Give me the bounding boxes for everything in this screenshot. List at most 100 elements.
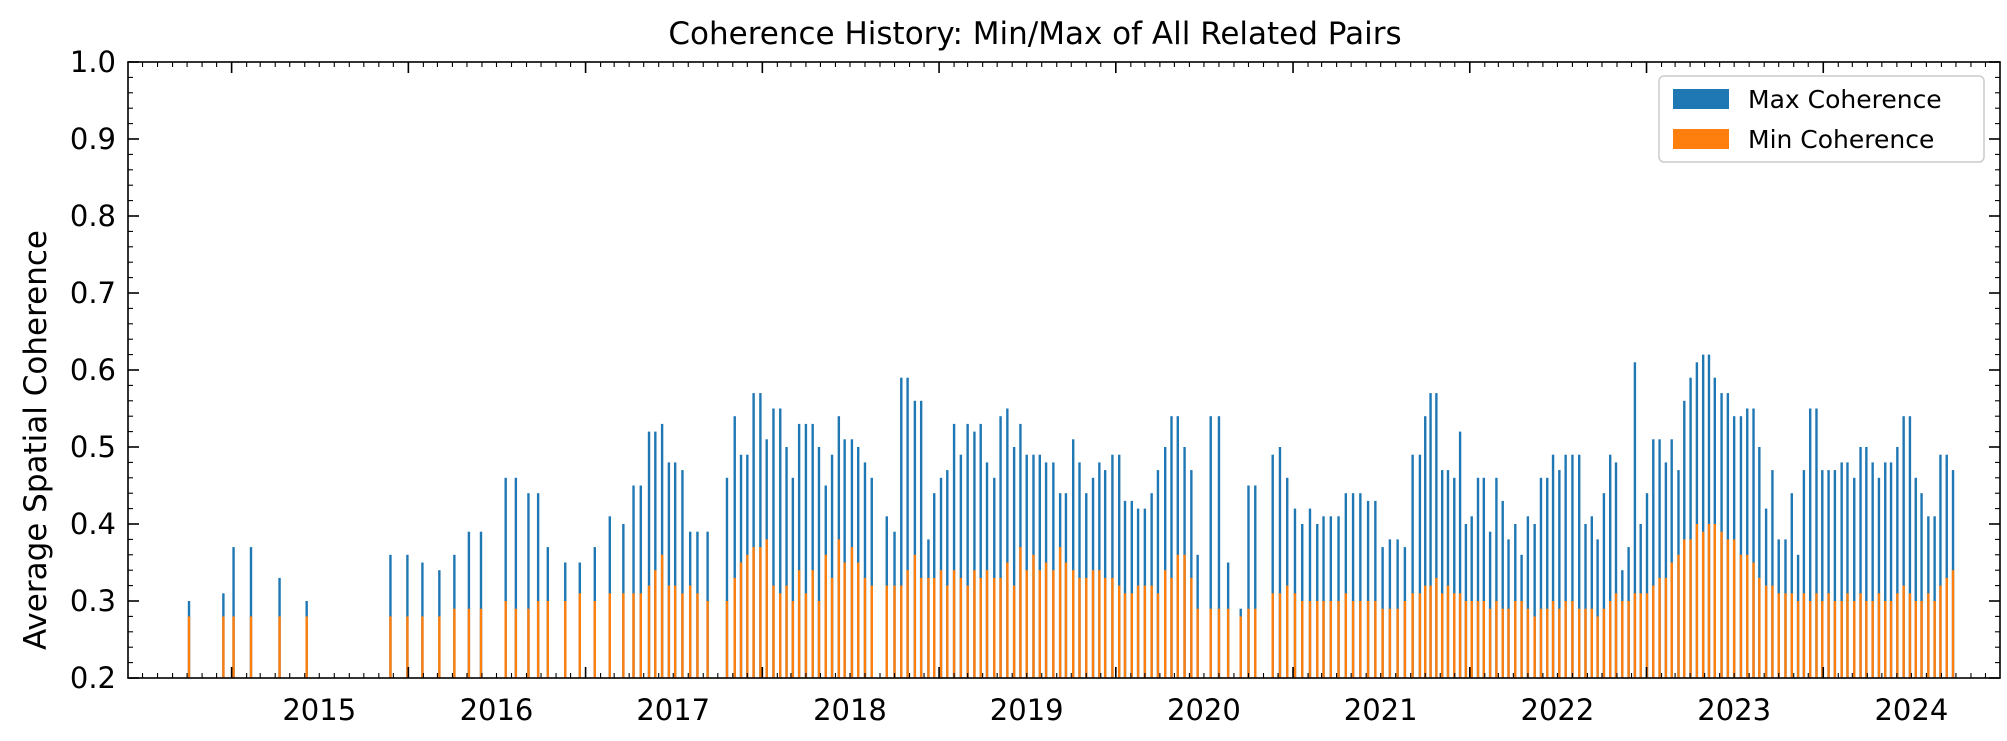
min-coherence-bar bbox=[1951, 570, 1955, 678]
min-coherence-bar bbox=[733, 577, 736, 678]
min-coherence-bar bbox=[1136, 585, 1140, 678]
min-coherence-bar bbox=[817, 601, 821, 678]
max-coherence-bar bbox=[1526, 516, 1530, 678]
max-coherence-bar bbox=[1286, 477, 1289, 678]
max-coherence-bar bbox=[906, 377, 909, 678]
min-coherence-bar bbox=[1170, 577, 1173, 678]
min-coherence-bar bbox=[1150, 585, 1153, 678]
max-coherence-bar bbox=[1865, 447, 1868, 678]
min-coherence-bar bbox=[1590, 608, 1593, 678]
min-coherence-bar bbox=[1064, 562, 1068, 678]
max-coherence-bar bbox=[1945, 454, 1948, 678]
max-coherence-bar bbox=[959, 454, 963, 678]
max-coherence-bar bbox=[673, 462, 677, 678]
min-coherence-bar bbox=[1374, 601, 1377, 678]
max-coherence-bar bbox=[1746, 408, 1749, 678]
min-coherence-bar bbox=[632, 593, 635, 678]
max-coherence-bar bbox=[1247, 485, 1250, 678]
min-coherence-bar bbox=[906, 570, 909, 678]
max-coherence-bar bbox=[1495, 477, 1498, 678]
max-coherence-bar bbox=[1752, 408, 1755, 678]
min-coherence-bar bbox=[1072, 570, 1075, 678]
min-coherence-bar bbox=[1865, 601, 1868, 678]
max-coherence-bar bbox=[514, 477, 518, 678]
min-coherence-bar bbox=[1658, 577, 1661, 678]
max-coherence-bar bbox=[1130, 500, 1133, 678]
max-coherence-bar bbox=[1351, 493, 1355, 678]
min-coherence-bar bbox=[811, 570, 814, 678]
y-tick-label: 0.2 bbox=[70, 661, 116, 695]
min-coherence-bar bbox=[1038, 570, 1041, 678]
max-coherence-bar bbox=[1739, 416, 1743, 678]
max-coherence-bar bbox=[1695, 362, 1699, 678]
min-coherence-bar bbox=[1012, 585, 1016, 678]
axis-tick-labels: 0.2 0.3 0.4 0.5 0.6 0.7 0.8 0.9 1.0 2015 2016 2017 2… bbox=[70, 45, 1948, 727]
max-coherence-bar bbox=[830, 454, 834, 678]
min-coherence-bar bbox=[739, 562, 743, 678]
min-coherence-bar bbox=[725, 601, 729, 678]
max-coherence-bar bbox=[467, 531, 471, 678]
min-coherence-bar bbox=[1533, 616, 1536, 678]
min-coherence-bar bbox=[1645, 593, 1649, 678]
max-coherence-bar bbox=[1411, 454, 1414, 678]
max-coherence-bar bbox=[1933, 516, 1936, 678]
min-coherence-bar bbox=[278, 616, 281, 678]
min-coherence-bar bbox=[1440, 593, 1444, 678]
max-coherence-bar bbox=[811, 423, 814, 678]
min-coherence-bar bbox=[1429, 585, 1432, 678]
min-coherence-bar bbox=[1933, 601, 1936, 678]
max-coherence-bar bbox=[1877, 477, 1881, 678]
max-coherence-bar bbox=[973, 431, 976, 678]
min-coherence-bar bbox=[1652, 585, 1655, 678]
max-coherence-bar bbox=[979, 423, 982, 678]
min-coherence-bar bbox=[1758, 577, 1761, 678]
min-coherence-bar bbox=[1784, 593, 1787, 678]
min-coherence-bar bbox=[1322, 601, 1325, 678]
min-coherence-bar bbox=[1381, 608, 1384, 678]
min-coherence-bar bbox=[1190, 577, 1193, 678]
x-tick-label: 2018 bbox=[813, 693, 887, 727]
min-coherence-bar bbox=[1639, 593, 1642, 678]
max-coherence-bar bbox=[779, 408, 782, 678]
max-coherence-bar bbox=[1217, 416, 1221, 678]
min-coherence-bar bbox=[1337, 601, 1340, 678]
min-coherence-bar bbox=[622, 593, 625, 678]
chart-title: Coherence History: Min/Max of All Relate… bbox=[668, 16, 1401, 52]
min-coherence-bar bbox=[1859, 593, 1862, 678]
min-coherence-bar bbox=[504, 601, 507, 678]
min-coherence-bar bbox=[1701, 531, 1705, 678]
min-coherence-bar bbox=[1164, 570, 1167, 678]
min-coherence-bar bbox=[453, 608, 456, 678]
min-coherence-bar bbox=[688, 585, 692, 678]
min-coherence-bar bbox=[1217, 608, 1221, 678]
min-coherence-bar bbox=[1514, 601, 1517, 678]
min-coherence-bar bbox=[837, 539, 841, 678]
max-coherence-bar bbox=[1501, 500, 1504, 678]
max-coherence-bar bbox=[1771, 470, 1774, 678]
max-coherence-bar bbox=[536, 493, 540, 678]
min-coherence-bar bbox=[1091, 570, 1095, 678]
max-coherence-bar bbox=[1558, 470, 1561, 678]
max-coherence-bar bbox=[1802, 470, 1806, 678]
min-coherence-bar bbox=[1316, 601, 1319, 678]
min-coherence-bar bbox=[1739, 554, 1743, 678]
max-coherence-bar bbox=[1329, 516, 1333, 678]
max-coherence-bar bbox=[817, 447, 821, 678]
min-coherence-bar bbox=[514, 608, 518, 678]
min-coherence-bar bbox=[1939, 585, 1942, 678]
max-coherence-bar bbox=[863, 462, 867, 678]
max-coherence-bar bbox=[639, 485, 642, 678]
max-coherence-bar bbox=[1701, 354, 1705, 678]
min-coherence-bar bbox=[1424, 585, 1427, 678]
max-coherence-bar bbox=[1308, 508, 1312, 678]
max-coherence-bar bbox=[1920, 493, 1923, 678]
min-coherence-bar bbox=[1571, 601, 1574, 678]
y-tick-label: 0.5 bbox=[70, 430, 116, 464]
min-coherence-bar bbox=[1732, 539, 1736, 678]
min-coherence-bar bbox=[1019, 547, 1022, 678]
min-coherence-bar bbox=[1584, 608, 1587, 678]
max-coherence-bar bbox=[1815, 408, 1818, 678]
min-coherence-bar bbox=[421, 616, 424, 678]
y-axis-label: Average Spatial Coherence bbox=[18, 230, 54, 650]
min-coherence-bar bbox=[1078, 577, 1081, 678]
